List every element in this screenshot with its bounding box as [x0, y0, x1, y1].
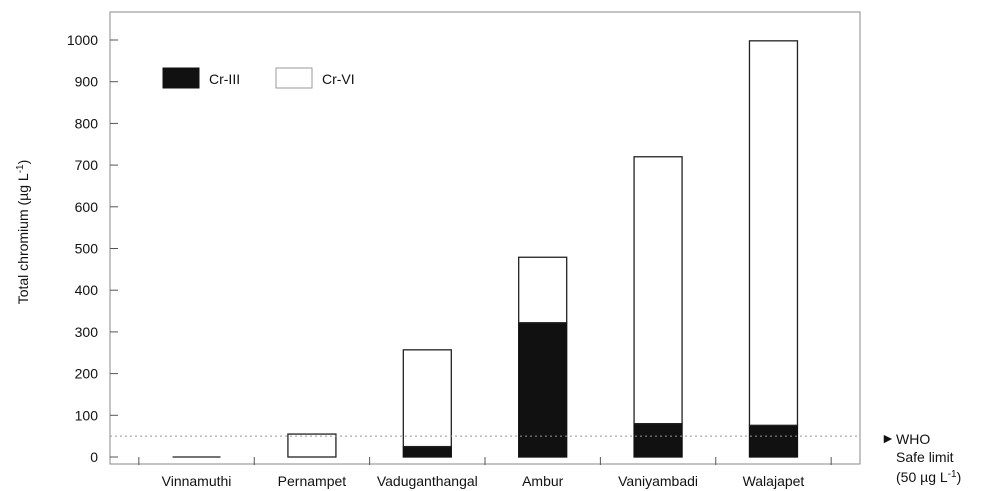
x-tick-label: Ambur	[522, 473, 564, 489]
y-tick-label: 200	[75, 366, 99, 382]
y-axis-title: Total chromium (µg L-1)	[15, 160, 32, 305]
y-tick-label: 300	[75, 324, 99, 340]
legend-label-cr-iii: Cr-III	[209, 71, 240, 87]
bar-cr-iii	[748, 424, 799, 458]
y-axis-title-close: )	[15, 160, 31, 165]
bar-cr-vi	[518, 256, 568, 324]
bar-cr-vi	[633, 156, 683, 425]
legend-label-cr-vi: Cr-VI	[322, 71, 355, 87]
y-tick-label: 500	[75, 241, 99, 257]
legend: Cr-III Cr-VI	[162, 67, 355, 89]
bars	[172, 40, 799, 458]
x-tick-label: Walajapet	[743, 473, 805, 489]
y-tick-label: 600	[75, 199, 99, 215]
who-marker: ►	[881, 430, 895, 446]
y-axis-title-text: Total chromium (µg L	[15, 173, 31, 304]
x-tick-label: Pernampet	[278, 473, 347, 489]
bar-cr-vi	[402, 349, 452, 448]
y-tick-label: 0	[90, 449, 98, 465]
legend-swatch-cr-iii	[162, 67, 200, 89]
x-tick-label: Vaduganthangal	[377, 473, 478, 489]
who-label-line1: WHO	[896, 431, 930, 447]
y-tick-label: 100	[75, 407, 99, 423]
y-tick-label: 1000	[67, 32, 98, 48]
bar-cr-iii	[402, 445, 452, 458]
bar-cr-iii	[633, 422, 683, 458]
x-tick-label: Vaniyambadi	[618, 473, 698, 489]
bar-cr-vi	[287, 433, 337, 458]
y-tick-label: 400	[75, 282, 99, 298]
y-tick-label: 700	[75, 157, 99, 173]
who-label-line3-sup: -1	[948, 469, 957, 480]
bar-cr-vi	[748, 40, 799, 426]
legend-swatch-cr-vi	[275, 67, 313, 89]
y-axis-title-sup: -1	[15, 164, 26, 173]
bar-cr-iii	[518, 322, 568, 458]
y-tick-label: 800	[75, 115, 99, 131]
who-label-line2: Safe limit	[896, 449, 954, 465]
x-tick-label: Vinnamuthi	[162, 473, 232, 489]
who-label-line3-text: (50 µg L	[896, 469, 948, 485]
who-label-line3-close: )	[957, 469, 962, 485]
x-axis: Vinnamuthi Pernampet Vaduganthangal Ambur Va…	[138, 457, 832, 489]
y-axis: 0 100 200 300 400 500 600 700 800 900 1000	[67, 32, 118, 465]
y-tick-label: 900	[75, 74, 99, 90]
who-label-line3: (50 µg L-1)	[896, 469, 961, 486]
